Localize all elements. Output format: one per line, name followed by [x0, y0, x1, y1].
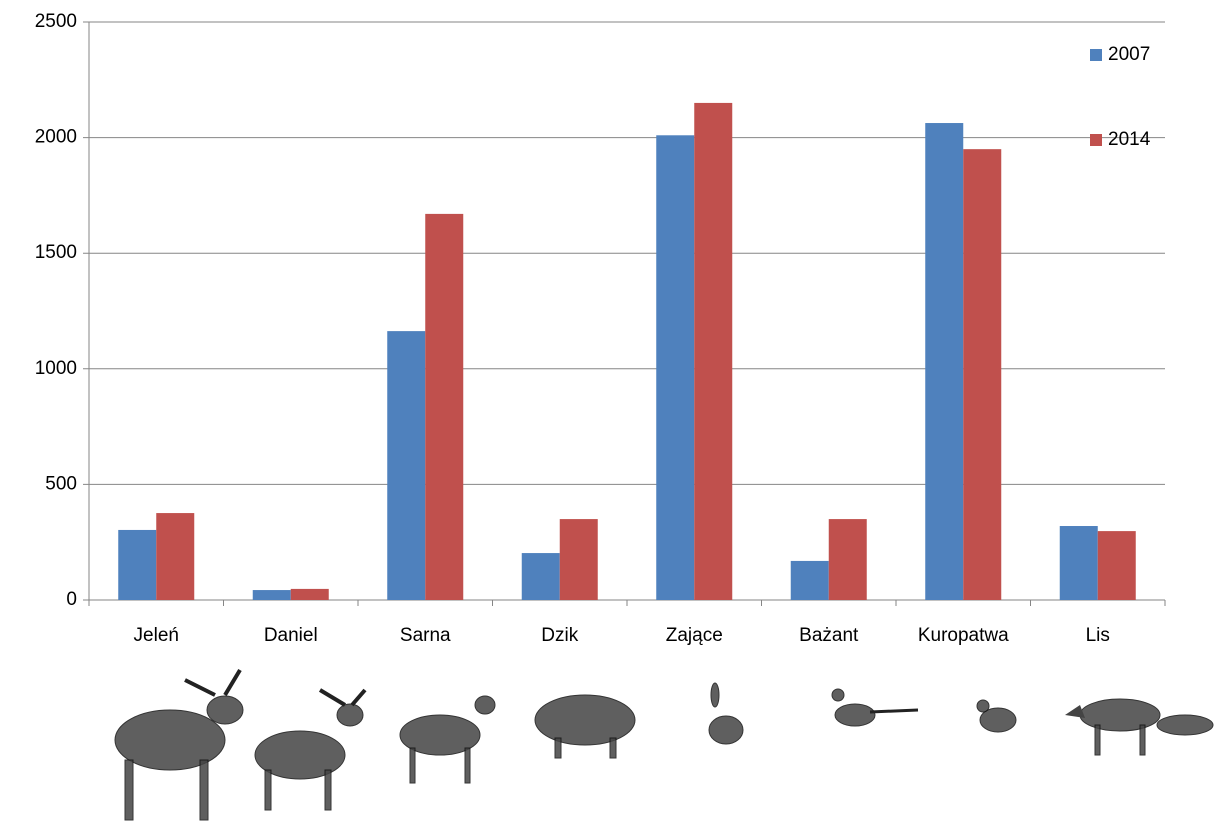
legend-label: 2007	[1108, 44, 1150, 65]
x-tick-label: Sarna	[400, 625, 451, 646]
animal-illustrations	[114, 668, 1214, 821]
x-tick-label: Lis	[1086, 625, 1110, 646]
bar	[1097, 531, 1136, 600]
legend-swatch	[1090, 49, 1102, 61]
x-tick-label: Daniel	[264, 625, 318, 646]
y-tick-label: 500	[45, 473, 77, 494]
x-tick-label: Bażant	[799, 625, 859, 646]
fox	[1065, 698, 1214, 756]
y-tick-label: 2000	[35, 127, 77, 148]
roe-deer	[399, 695, 496, 784]
y-tick-label: 0	[66, 589, 77, 610]
x-tick-label: Dzik	[541, 625, 578, 646]
pheasant	[831, 688, 919, 727]
x-tick-label: Kuropatwa	[918, 625, 1009, 646]
x-tick-label: Zające	[666, 625, 723, 646]
bar	[290, 588, 329, 600]
bar	[656, 135, 695, 600]
bar	[694, 102, 733, 601]
bar	[521, 553, 560, 600]
bar	[1059, 526, 1098, 600]
hare	[708, 682, 744, 745]
bar	[790, 560, 829, 600]
y-tick-label: 1500	[35, 242, 77, 263]
x-tick-label: Jeleń	[134, 625, 179, 646]
legend-swatch	[1090, 134, 1102, 146]
partridge	[976, 699, 1017, 733]
deer	[114, 668, 244, 821]
bar	[118, 529, 157, 600]
bar	[156, 513, 195, 600]
bar	[963, 149, 1002, 600]
y-tick-label: 2500	[35, 11, 77, 32]
legend-label: 2014	[1108, 129, 1151, 150]
fallow-deer	[254, 688, 367, 811]
bar	[925, 123, 964, 601]
y-tick-label: 1000	[35, 358, 77, 379]
bar	[828, 519, 867, 600]
bar	[252, 590, 291, 600]
bar	[387, 331, 426, 600]
bar	[425, 213, 464, 600]
boar	[534, 694, 636, 759]
bar	[559, 519, 598, 600]
